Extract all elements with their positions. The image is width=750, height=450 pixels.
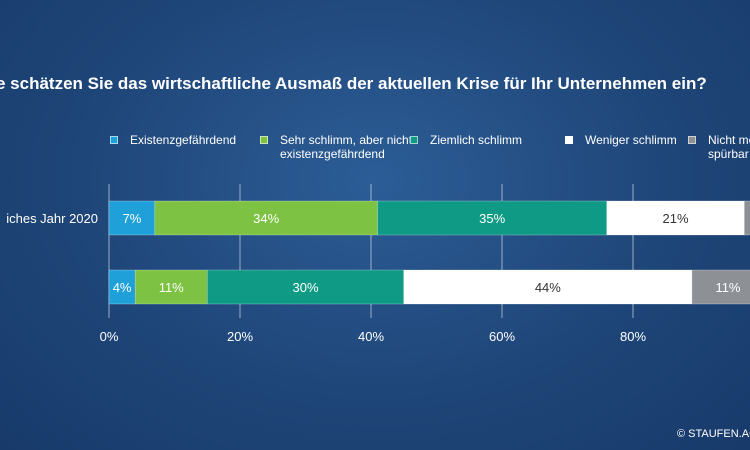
bar-segment xyxy=(691,269,750,305)
x-tick-label: 80% xyxy=(620,329,646,344)
data-label: 7% xyxy=(123,211,142,226)
data-label: 4% xyxy=(113,280,132,295)
x-tick-label: 60% xyxy=(489,329,515,344)
data-label: 44% xyxy=(535,280,561,295)
category-label: iches Jahr 2020 xyxy=(6,211,98,226)
data-label: 11% xyxy=(715,280,740,295)
data-label: 34% xyxy=(253,211,279,226)
legend-swatch xyxy=(260,136,268,144)
bar-segment xyxy=(744,200,750,236)
data-label: 21% xyxy=(663,211,689,226)
legend-label: Weniger schlimm xyxy=(585,133,677,147)
bar-segment xyxy=(403,269,693,305)
bar-segment xyxy=(154,200,378,236)
x-tick-label: 40% xyxy=(358,329,384,344)
legend-label: Sehr schlimm, aber nicht existenzgefährde… xyxy=(280,133,413,161)
chart-title: e schätzen Sie das wirtschaftliche Ausma… xyxy=(0,74,707,93)
legend-label: Ziemlich schlimm xyxy=(430,133,523,147)
x-tick-label: 0% xyxy=(100,329,119,344)
bar-segment xyxy=(108,200,156,236)
legend-label: Nicht mespürbar xyxy=(708,133,750,161)
bar-segment xyxy=(606,200,745,236)
legend-swatch xyxy=(565,136,573,144)
legend-label: Existenzgefährdend xyxy=(130,133,237,147)
data-label: 30% xyxy=(292,280,318,295)
copyright: © STAUFEN.AG xyxy=(677,428,750,440)
legend-swatch xyxy=(110,136,118,144)
legend-swatch xyxy=(688,136,696,144)
x-tick-label: 20% xyxy=(227,329,253,344)
data-label: 35% xyxy=(479,211,505,226)
bar-segment xyxy=(134,269,208,305)
data-label: 11% xyxy=(159,280,184,295)
legend-swatch xyxy=(410,136,418,144)
